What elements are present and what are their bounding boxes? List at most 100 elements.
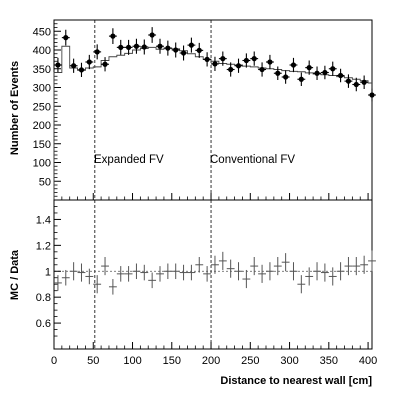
top-panel: 50 100 150 200 250 300 350 400 450 [33,19,376,201]
data-point [297,72,306,86]
data-marker [267,59,273,65]
data-point [61,29,70,46]
data-point [195,42,204,58]
data-point [179,45,188,61]
data-marker [306,65,312,71]
data-marker [337,72,344,79]
data-point [234,58,243,73]
top-y-tick-label: 200 [33,120,51,132]
ratio-point [328,267,337,286]
data-point [187,37,196,53]
ratio-point [313,262,321,281]
bottom-x-tick-label: 150 [163,355,181,367]
data-point [101,57,109,72]
ratio-point [250,257,259,276]
ratio-point [211,255,219,274]
data-marker [86,59,92,65]
data-point [211,56,219,71]
bottom-x-tick-label: 200 [202,355,220,367]
data-marker [63,35,69,41]
ratio-point [85,268,94,285]
data-marker [78,67,85,73]
data-point [328,61,337,76]
data-point [352,77,361,92]
ratio-point [148,272,157,289]
ratio-point [61,269,70,286]
ratio-point [289,262,298,281]
data-marker [110,33,116,39]
ratio-point [320,263,329,282]
conventional-fv-label: Conventional FV [210,154,295,166]
expanded-fv-label: Expanded FV [94,154,164,166]
ratio-point [344,257,353,276]
bottom-x-tick-label: 50 [87,355,99,367]
ratio-point [281,253,290,272]
data-marker [275,70,281,76]
data-point [226,62,235,77]
ratio-point [352,257,361,276]
mc-histogram [53,45,372,200]
data-point [116,39,125,55]
ratio-point [234,262,243,281]
data-point [140,39,149,55]
data-marker [133,43,140,49]
ratio-point [273,257,282,276]
data-point [281,70,290,84]
ratio-point [258,264,266,283]
data-point [108,28,117,44]
data-point [250,51,259,66]
data-marker [125,44,132,50]
data-marker [180,50,187,56]
data-marker [353,81,359,88]
ratio-point [108,279,117,295]
bottom-x-tick-label: 0 [51,355,57,367]
bottom-panel: 0.6 0.8 1 1.2 1.4 0 50 100 150 200 250 300 350 400 [36,199,377,367]
ratio-point [203,266,212,282]
ratio-point [171,263,180,280]
data-point [289,57,298,73]
data-point [93,44,102,60]
data-point [273,66,282,80]
ratio-point [140,264,149,281]
data-point [320,65,329,80]
ratio-point [195,257,204,273]
data-marker [71,63,77,69]
data-marker [361,79,367,85]
data-marker [322,69,328,76]
data-point [344,74,353,88]
ratio-point [116,266,125,282]
data-marker [314,70,320,76]
data-marker [228,66,234,73]
data-marker [141,44,147,50]
bottom-x-tick-label: 100 [123,355,141,367]
ratio-point [218,251,227,270]
ratio-point [368,250,376,272]
ratio-point [336,262,345,281]
data-point [171,42,180,58]
ratio-point [156,266,164,282]
top-y-tick-label: 50 [39,176,51,188]
data-point [85,54,94,70]
data-point [77,62,86,77]
bottom-x-tick-label: 250 [241,355,259,367]
ratio-point [132,263,141,280]
top-y-axis-label: Number of Events [9,61,21,155]
bottom-y-tick-label: 1.2 [36,240,51,252]
ratio-point [187,264,196,281]
data-marker [259,66,265,73]
ratio-point [101,257,109,276]
top-y-tick-label: 450 [33,26,51,38]
data-marker [188,42,195,48]
ratio-point [77,263,86,282]
ratio-point [226,259,235,278]
bottom-x-tick-label: 400 [359,355,377,367]
data-point [305,60,314,75]
x-axis-label: Distance to nearest wall [cm] [220,375,372,387]
bottom-y-tick-label: 1 [45,266,51,278]
data-marker [157,43,163,49]
data-marker [243,57,249,64]
ratio-point [54,275,62,291]
ratio-point [305,267,314,286]
data-marker [55,62,61,68]
